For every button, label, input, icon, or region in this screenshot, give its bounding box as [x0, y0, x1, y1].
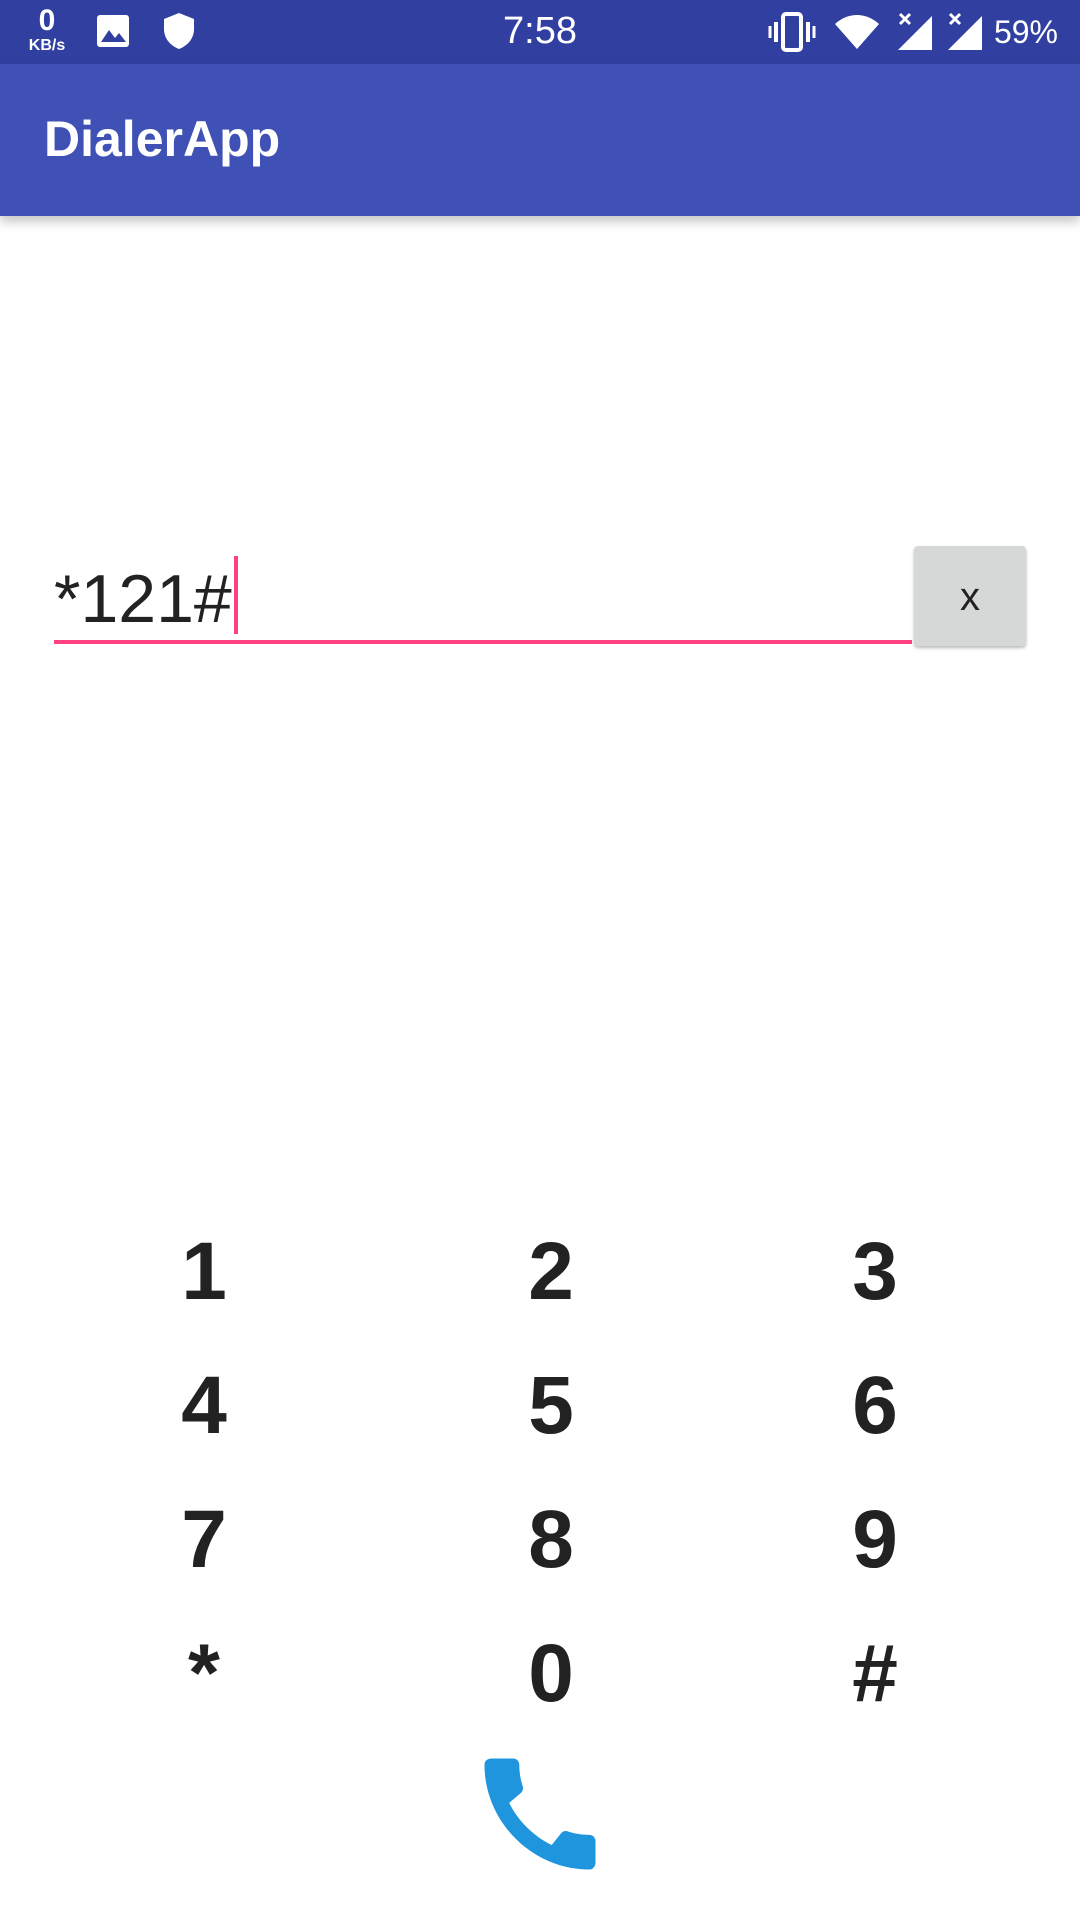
key-3[interactable]: 3	[852, 1226, 898, 1317]
shield-icon	[162, 12, 196, 55]
text-caret	[233, 556, 238, 634]
key-9[interactable]: 9	[852, 1494, 898, 1585]
network-speed-value: 0	[38, 4, 56, 37]
key-hash[interactable]: #	[852, 1628, 898, 1719]
clear-button[interactable]: x	[914, 546, 1026, 646]
signal-icon	[894, 12, 934, 57]
phone-number-input[interactable]: *121#	[54, 548, 912, 644]
key-5[interactable]: 5	[528, 1360, 574, 1451]
key-0[interactable]: 0	[528, 1628, 574, 1719]
battery-level: 59%	[993, 14, 1058, 50]
key-8[interactable]: 8	[528, 1494, 574, 1585]
image-icon	[96, 14, 130, 53]
key-6[interactable]: 6	[852, 1360, 898, 1451]
key-1[interactable]: 1	[181, 1226, 227, 1317]
app-title: DialerApp	[44, 111, 281, 167]
network-speed: 0 KB/s	[22, 6, 72, 54]
phone-icon	[484, 1758, 596, 1870]
phone-number-text-wrap: *121#	[54, 556, 238, 634]
signal-icon	[944, 12, 984, 57]
key-4[interactable]: 4	[181, 1360, 227, 1451]
key-7[interactable]: 7	[181, 1494, 227, 1585]
vibrate-icon	[768, 12, 816, 57]
phone-number-value: *121#	[54, 561, 232, 637]
status-bar: 0 KB/s 7:58	[0, 0, 1080, 64]
wifi-icon	[834, 14, 880, 55]
app-bar: DialerApp	[0, 64, 1080, 216]
key-star[interactable]: *	[188, 1628, 220, 1719]
input-underline	[54, 640, 912, 644]
key-2[interactable]: 2	[528, 1226, 574, 1317]
call-button[interactable]	[466, 1740, 614, 1888]
status-time: 7:58	[503, 10, 577, 52]
network-speed-unit: KB/s	[28, 37, 66, 54]
